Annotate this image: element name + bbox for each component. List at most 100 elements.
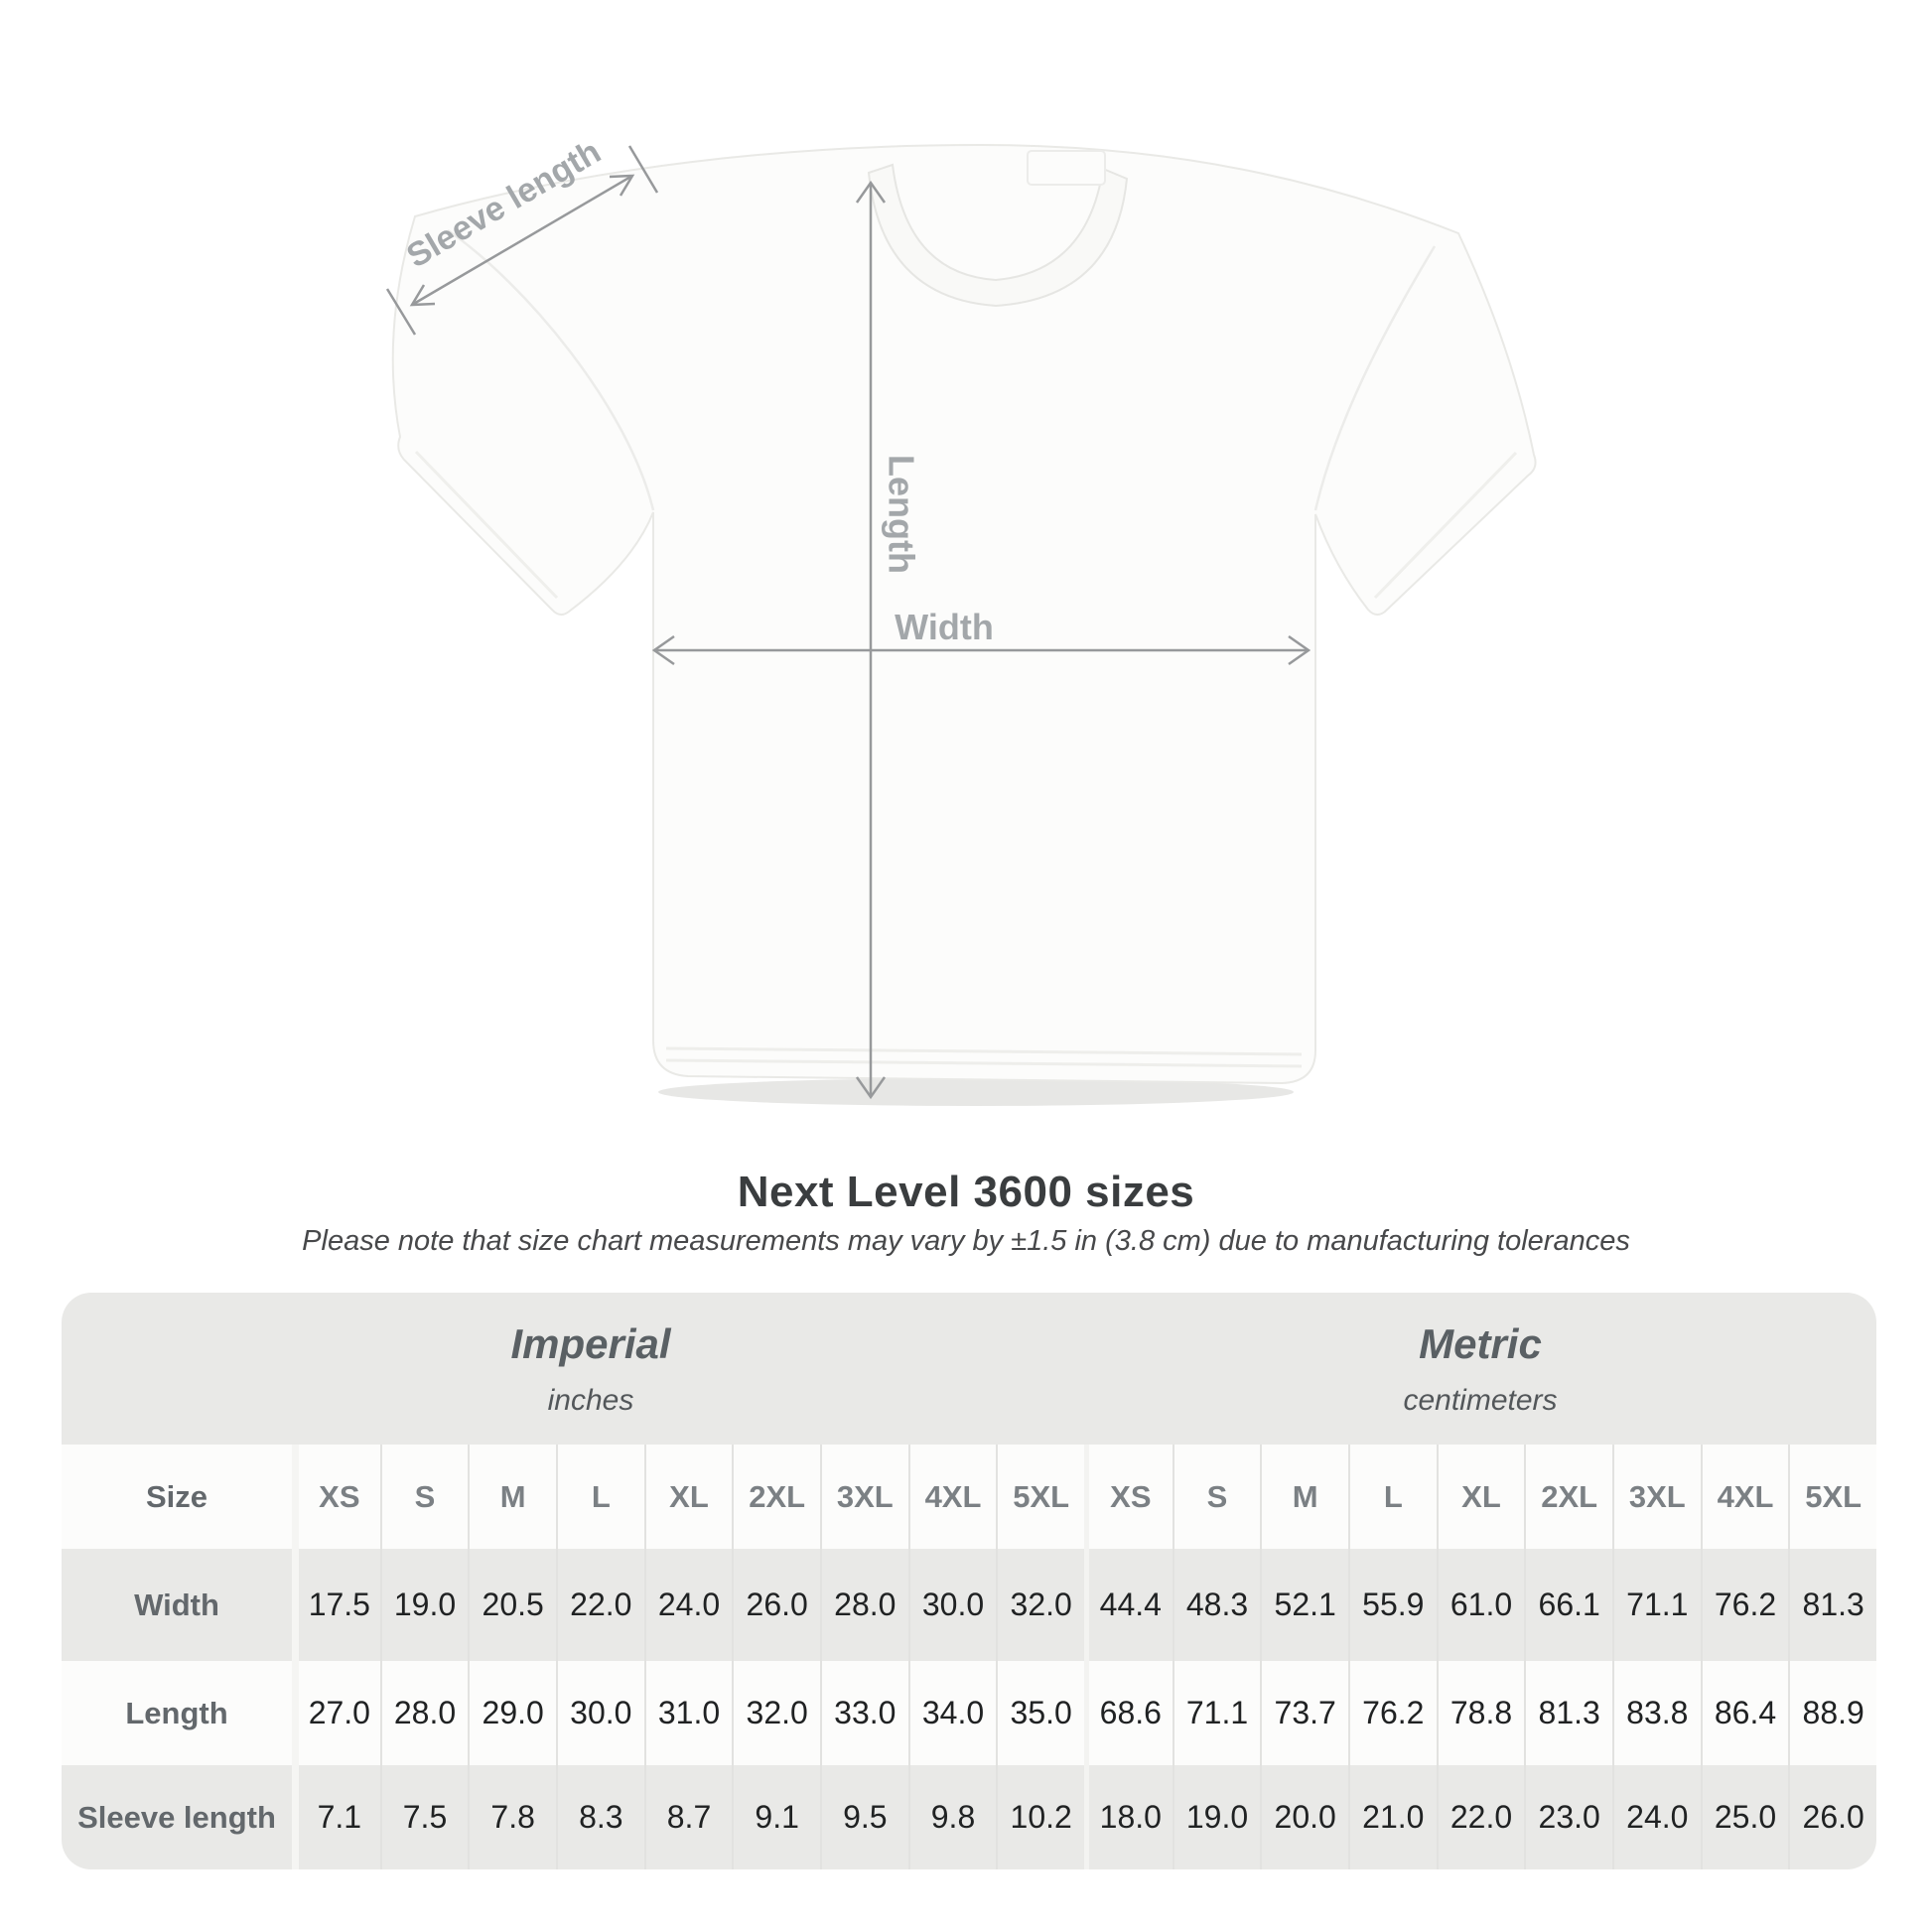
collar-ribbing xyxy=(867,163,1129,308)
size-header-imperial-3xl: 3XL xyxy=(819,1445,908,1549)
tshirt-illustration xyxy=(391,143,1537,1106)
left-cuff-stitch xyxy=(414,450,559,600)
tshirt-size-diagram: Sleeve length Length Width xyxy=(385,133,1537,1106)
width-value-cell: 28.0 xyxy=(819,1549,908,1661)
length-label: Length xyxy=(882,455,922,574)
size-header-metric-2xl: 2XL xyxy=(1524,1445,1612,1549)
sleeve-value-cell: 7.1 xyxy=(292,1765,380,1869)
sleeve-length-arrow xyxy=(385,145,659,336)
sleeve-value-cell: 22.0 xyxy=(1436,1765,1525,1869)
width-value-cell: 20.5 xyxy=(468,1549,556,1661)
size-header-imperial-s: S xyxy=(379,1445,469,1549)
sleeve-value-cell: 9.5 xyxy=(819,1765,908,1869)
sleeve-value-cell: 24.0 xyxy=(1611,1765,1701,1869)
size-table: Imperial inches Metric centimeters Size … xyxy=(62,1293,1876,1869)
length-value-cell: 32.0 xyxy=(732,1661,820,1765)
right-cuff-stitch xyxy=(1373,451,1518,600)
page-title: Next Level 3600 sizes xyxy=(737,1168,1195,1216)
length-arrow xyxy=(855,180,887,1100)
sleeve-value-cell: 7.5 xyxy=(379,1765,469,1869)
sleeve-value-cell: 7.8 xyxy=(468,1765,556,1869)
sleeve-value-cell: 18.0 xyxy=(1083,1765,1173,1869)
imperial-unit-label: inches xyxy=(547,1383,634,1417)
length-value-cell: 27.0 xyxy=(292,1661,380,1765)
size-header-imperial-m: M xyxy=(468,1445,556,1549)
width-value-cell: 26.0 xyxy=(732,1549,820,1661)
size-column-title: Size xyxy=(62,1445,292,1549)
sleeve-value-cell: 8.7 xyxy=(643,1765,733,1869)
width-value-cell: 22.0 xyxy=(555,1549,644,1661)
width-value-cell: 24.0 xyxy=(643,1549,733,1661)
right-sleeve-seam xyxy=(1313,245,1437,511)
sleeve-value-cell: 8.3 xyxy=(555,1765,644,1869)
width-value-cell: 55.9 xyxy=(1347,1549,1437,1661)
sleeve-value-cell: 9.1 xyxy=(732,1765,820,1869)
size-header-metric-4xl: 4XL xyxy=(1700,1445,1789,1549)
length-value-cell: 83.8 xyxy=(1611,1661,1701,1765)
imperial-header-group: Imperial inches xyxy=(79,1293,1102,1445)
length-value-cell: 86.4 xyxy=(1700,1661,1789,1765)
size-header-imperial-xl: XL xyxy=(643,1445,733,1549)
size-header-imperial-l: L xyxy=(555,1445,644,1549)
size-header-metric-xs: XS xyxy=(1083,1445,1173,1549)
row-label-length: Length xyxy=(62,1661,292,1765)
sleeve-value-cell: 9.8 xyxy=(907,1765,997,1869)
length-value-cell: 76.2 xyxy=(1347,1661,1437,1765)
sleeve-value-cell: 25.0 xyxy=(1700,1765,1789,1869)
shirt-silhouette xyxy=(391,143,1537,1085)
sleeve-value-cell: 20.0 xyxy=(1260,1765,1348,1869)
width-value-cell: 19.0 xyxy=(379,1549,469,1661)
length-value-cell: 68.6 xyxy=(1083,1661,1173,1765)
length-value-cell: 71.1 xyxy=(1172,1661,1261,1765)
size-header-metric-3xl: 3XL xyxy=(1611,1445,1701,1549)
size-header-metric-5xl: 5XL xyxy=(1788,1445,1876,1549)
width-value-cell: 66.1 xyxy=(1524,1549,1612,1661)
width-value-cell: 52.1 xyxy=(1260,1549,1348,1661)
length-value-cell: 78.8 xyxy=(1436,1661,1525,1765)
width-value-cell: 76.2 xyxy=(1700,1549,1789,1661)
width-value-cell: 81.3 xyxy=(1788,1549,1876,1661)
length-value-cell: 81.3 xyxy=(1524,1661,1612,1765)
width-value-cell: 61.0 xyxy=(1436,1549,1525,1661)
length-value-cell: 88.9 xyxy=(1788,1661,1876,1765)
width-value-cell: 30.0 xyxy=(907,1549,997,1661)
size-header-imperial-5xl: 5XL xyxy=(996,1445,1084,1549)
width-value-cell: 48.3 xyxy=(1172,1549,1261,1661)
length-value-cell: 28.0 xyxy=(379,1661,469,1765)
hem-stitch-line xyxy=(665,1046,1303,1068)
row-label-sleeve-length: Sleeve length xyxy=(77,1799,276,1835)
width-label: Width xyxy=(895,607,994,647)
length-value-cell: 33.0 xyxy=(819,1661,908,1765)
metric-unit-label: centimeters xyxy=(1403,1383,1558,1417)
size-header-metric-m: M xyxy=(1260,1445,1348,1549)
width-value-cell: 17.5 xyxy=(292,1549,380,1661)
width-arrow xyxy=(651,634,1311,666)
length-value-cell: 30.0 xyxy=(555,1661,644,1765)
metric-label: Metric xyxy=(1419,1319,1542,1367)
metric-header-group: Metric centimeters xyxy=(1084,1293,1876,1445)
sleeve-value-cell: 21.0 xyxy=(1347,1765,1437,1869)
length-value-cell: 73.7 xyxy=(1260,1661,1348,1765)
length-value-cell: 29.0 xyxy=(468,1661,556,1765)
length-value-cell: 31.0 xyxy=(643,1661,733,1765)
size-header-metric-l: L xyxy=(1347,1445,1437,1549)
sleeve-value-cell: 23.0 xyxy=(1524,1765,1612,1869)
length-value-cell: 34.0 xyxy=(907,1661,997,1765)
width-value-cell: 44.4 xyxy=(1083,1549,1173,1661)
row-label-width: Width xyxy=(134,1587,219,1622)
width-value-cell: 71.1 xyxy=(1611,1549,1701,1661)
imperial-label: Imperial xyxy=(510,1319,671,1367)
size-header-metric-xl: XL xyxy=(1436,1445,1525,1549)
page-subtitle: Please note that size chart measurements… xyxy=(302,1225,1630,1257)
size-header-imperial-xs: XS xyxy=(292,1445,380,1549)
size-header-metric-s: S xyxy=(1172,1445,1261,1549)
length-value-cell: 35.0 xyxy=(996,1661,1084,1765)
sleeve-value-cell: 10.2 xyxy=(996,1765,1084,1869)
neck-tag xyxy=(1027,150,1106,186)
width-value-cell: 32.0 xyxy=(996,1549,1084,1661)
sleeve-value-cell: 19.0 xyxy=(1172,1765,1261,1869)
left-sleeve-seam xyxy=(447,228,655,511)
shirt-shadow xyxy=(658,1078,1294,1106)
size-header-imperial-2xl: 2XL xyxy=(732,1445,820,1549)
size-header-imperial-4xl: 4XL xyxy=(907,1445,997,1549)
